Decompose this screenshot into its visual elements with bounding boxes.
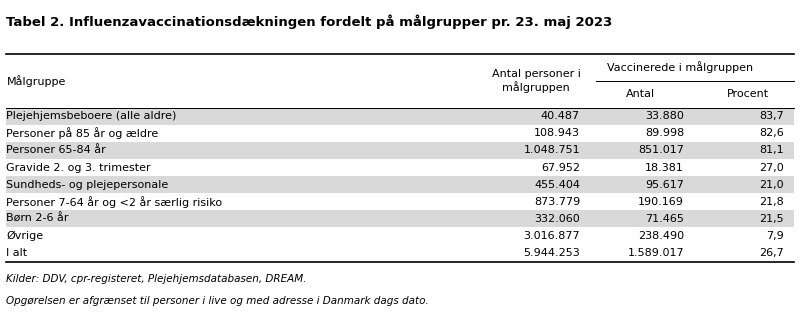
Bar: [6, 142, 794, 159]
Text: Sundheds- og plejepersonale: Sundheds- og plejepersonale: [6, 180, 169, 190]
Text: Børn 2-6 år: Børn 2-6 år: [6, 214, 69, 224]
Text: 108.943: 108.943: [534, 128, 580, 139]
Text: 33.880: 33.880: [645, 111, 684, 121]
Text: Personer på 85 år og ældre: Personer på 85 år og ældre: [6, 127, 158, 139]
Text: 27,0: 27,0: [759, 163, 784, 172]
Text: 5.944.253: 5.944.253: [523, 248, 580, 258]
Text: Kilder: DDV, cpr-registeret, Plejehjemsdatabasen, DREAM.: Kilder: DDV, cpr-registeret, Plejehjemsd…: [6, 274, 307, 284]
Text: Personer 65-84 år: Personer 65-84 år: [6, 146, 106, 155]
Text: 26,7: 26,7: [759, 248, 784, 258]
Text: 67.952: 67.952: [541, 163, 580, 172]
Text: Gravide 2. og 3. trimester: Gravide 2. og 3. trimester: [6, 163, 151, 172]
Text: 21,8: 21,8: [759, 197, 784, 207]
Text: Opgørelsen er afgrænset til personer i live og med adresse i Danmark dags dato.: Opgørelsen er afgrænset til personer i l…: [6, 296, 429, 307]
Text: 95.617: 95.617: [645, 180, 684, 190]
Text: 21,5: 21,5: [759, 214, 784, 224]
Text: 190.169: 190.169: [638, 197, 684, 207]
Bar: [6, 125, 794, 142]
Bar: [6, 227, 794, 244]
Text: 82,6: 82,6: [759, 128, 784, 139]
Text: Vaccinerede i målgruppen: Vaccinerede i målgruppen: [607, 61, 753, 73]
Text: Tabel 2. Influenzavaccinationsdækningen fordelt på målgrupper pr. 23. maj 2023: Tabel 2. Influenzavaccinationsdækningen …: [6, 14, 613, 29]
Text: 71.465: 71.465: [645, 214, 684, 224]
Bar: [6, 210, 794, 227]
Text: 1.048.751: 1.048.751: [523, 146, 580, 155]
Bar: [6, 244, 794, 262]
Text: Personer 7-64 år og <2 år særlig risiko: Personer 7-64 år og <2 år særlig risiko: [6, 196, 222, 208]
Text: 83,7: 83,7: [759, 111, 784, 121]
Text: 3.016.877: 3.016.877: [523, 231, 580, 241]
Text: Antal: Antal: [626, 89, 654, 99]
Text: 332.060: 332.060: [534, 214, 580, 224]
Bar: [6, 108, 794, 125]
Text: 873.779: 873.779: [534, 197, 580, 207]
Text: 21,0: 21,0: [759, 180, 784, 190]
Text: Antal personer i
målgruppen: Antal personer i målgruppen: [491, 69, 581, 93]
Text: 1.589.017: 1.589.017: [627, 248, 684, 258]
Text: 7,9: 7,9: [766, 231, 784, 241]
Text: 81,1: 81,1: [759, 146, 784, 155]
Text: 89.998: 89.998: [645, 128, 684, 139]
Bar: [6, 193, 794, 210]
Text: 18.381: 18.381: [645, 163, 684, 172]
Text: 40.487: 40.487: [541, 111, 580, 121]
Text: I alt: I alt: [6, 248, 27, 258]
Text: 238.490: 238.490: [638, 231, 684, 241]
Text: Procent: Procent: [727, 89, 769, 99]
Text: 851.017: 851.017: [638, 146, 684, 155]
Text: Målgruppe: Målgruppe: [6, 75, 66, 87]
Bar: [6, 176, 794, 193]
Text: 455.404: 455.404: [534, 180, 580, 190]
Text: Plejehjemsbeboere (alle aldre): Plejehjemsbeboere (alle aldre): [6, 111, 177, 121]
Bar: [6, 159, 794, 176]
Text: Øvrige: Øvrige: [6, 231, 43, 241]
